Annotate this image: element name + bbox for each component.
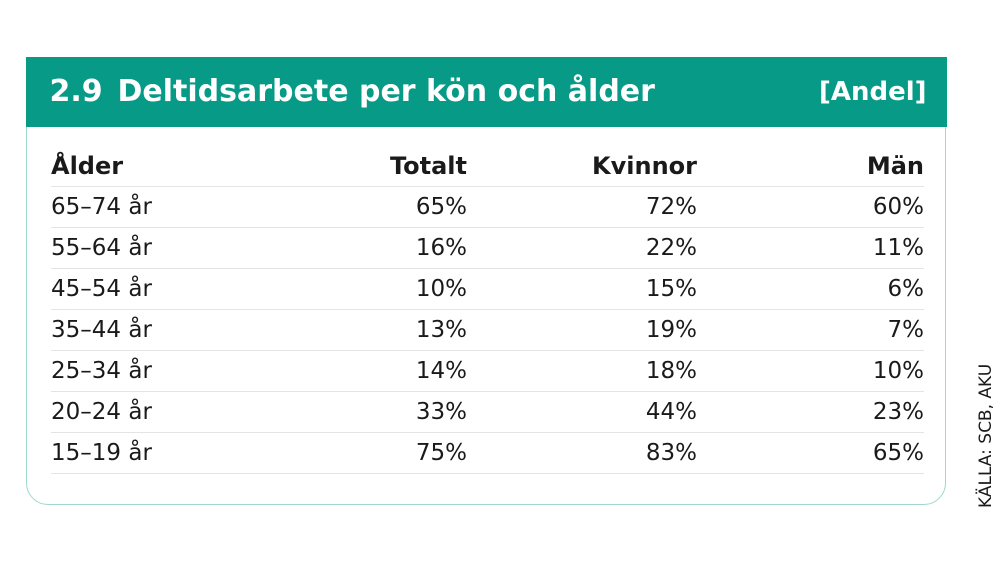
table-cell: 10% bbox=[261, 268, 467, 310]
table-cell: 60% bbox=[697, 186, 924, 228]
table-cell: 19% bbox=[467, 309, 697, 351]
table-cell: 44% bbox=[467, 391, 697, 433]
table-row: 20–24 år 33% 44% 23% bbox=[51, 391, 924, 433]
table-number: 2.9 bbox=[49, 73, 103, 109]
table-cell: 22% bbox=[467, 227, 697, 269]
table-cell: 65% bbox=[261, 186, 467, 228]
column-header-totalt: Totalt bbox=[261, 146, 467, 187]
table-row: 65–74 år 65% 72% 60% bbox=[51, 186, 924, 228]
source-note: KÄLLA: SCB, AKU bbox=[976, 363, 996, 508]
row-label: 45–54 år bbox=[51, 268, 261, 310]
table-cell: 15% bbox=[467, 268, 697, 310]
table-header: 2.9 Deltidsarbete per kön och ålder [And… bbox=[25, 56, 947, 127]
table-cell: 16% bbox=[261, 227, 467, 269]
table-row: 25–34 år 14% 18% 10% bbox=[51, 350, 924, 392]
table-title: Deltidsarbete per kön och ålder bbox=[117, 73, 655, 109]
data-table: Ålder Totalt Kvinnor Män 65–74 år 65% 72% 6… bbox=[51, 146, 924, 474]
table-cell: 65% bbox=[697, 432, 924, 474]
table-row: 35–44 år 13% 19% 7% bbox=[51, 309, 924, 351]
table-cell: 7% bbox=[697, 309, 924, 351]
table-cell: 11% bbox=[697, 227, 924, 269]
table-cell: 75% bbox=[261, 432, 467, 474]
table-cell: 83% bbox=[467, 432, 697, 474]
table-card: 2.9 Deltidsarbete per kön och ålder [And… bbox=[25, 56, 947, 505]
table-cell: 6% bbox=[697, 268, 924, 310]
table-cell: 14% bbox=[261, 350, 467, 392]
row-label: 35–44 år bbox=[51, 309, 261, 351]
row-label: 20–24 år bbox=[51, 391, 261, 433]
table-cell: 72% bbox=[467, 186, 697, 228]
table-cell: 33% bbox=[261, 391, 467, 433]
table-header-row: Ålder Totalt Kvinnor Män bbox=[51, 146, 924, 187]
table-row: 55–64 år 16% 22% 11% bbox=[51, 227, 924, 269]
row-label: 55–64 år bbox=[51, 227, 261, 269]
row-label: 25–34 år bbox=[51, 350, 261, 392]
table-body: 65–74 år 65% 72% 60% 55–64 år 16% 22% 11% 45–54 … bbox=[51, 186, 924, 474]
table-cell: 18% bbox=[467, 350, 697, 392]
row-label: 15–19 år bbox=[51, 432, 261, 474]
row-label: 65–74 år bbox=[51, 186, 261, 228]
table-cell: 10% bbox=[697, 350, 924, 392]
table-cell: 13% bbox=[261, 309, 467, 351]
table-unit: [Andel] bbox=[818, 76, 927, 107]
column-header-kvinnor: Kvinnor bbox=[467, 146, 697, 187]
table-row: 45–54 år 10% 15% 6% bbox=[51, 268, 924, 310]
column-header-alder: Ålder bbox=[51, 146, 261, 187]
table-cell: 23% bbox=[697, 391, 924, 433]
table-row: 15–19 år 75% 83% 65% bbox=[51, 432, 924, 474]
column-header-man: Män bbox=[697, 146, 924, 187]
